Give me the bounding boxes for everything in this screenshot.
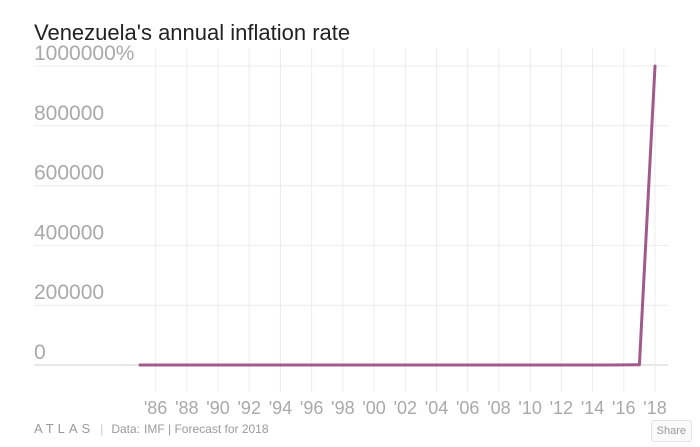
x-tick-label: '90: [206, 398, 229, 418]
x-tick-label: '92: [238, 398, 261, 418]
x-tick-label: '98: [331, 398, 354, 418]
series-group: [138, 64, 657, 367]
x-tick-label: '16: [612, 398, 635, 418]
y-tick-label: 800000: [34, 102, 104, 125]
inflation-series-line[interactable]: [138, 64, 657, 367]
data-source: IMF | Forecast for 2018: [144, 421, 269, 436]
x-tick-label: '10: [518, 398, 541, 418]
x-tick-label: '06: [456, 398, 479, 418]
grid-lines: [34, 48, 668, 392]
x-tick-label: '86: [144, 398, 167, 418]
x-tick-label: '18: [643, 398, 666, 418]
atlas-logo[interactable]: ATLAS: [34, 421, 95, 436]
y-tick-label: 1000000%: [34, 42, 134, 65]
y-axis-ticks: 0 200000 400000 600000 800000 1000000%: [34, 42, 134, 364]
x-tick-label: '04: [425, 398, 448, 418]
x-tick-label: '12: [550, 398, 573, 418]
data-label: Data:: [111, 421, 141, 436]
footer: ATLAS | Data: IMF | Forecast for 2018: [34, 421, 269, 436]
x-tick-label: '94: [269, 398, 292, 418]
x-axis-ticks: '86 '88 '90 '92 '94 '96 '98 '00 '02 '04 '06 '08 '10 '…: [144, 398, 667, 418]
footer-separator: |: [100, 421, 104, 436]
y-tick-label: 200000: [34, 281, 104, 304]
y-tick-label: 400000: [34, 221, 104, 244]
x-tick-label: '02: [394, 398, 417, 418]
y-tick-label: 0: [34, 341, 46, 364]
x-tick-label: '14: [581, 398, 604, 418]
x-tick-label: '08: [487, 398, 510, 418]
x-tick-label: '00: [362, 398, 385, 418]
y-tick-label: 600000: [34, 162, 104, 185]
x-tick-label: '88: [175, 398, 198, 418]
x-tick-label: '96: [300, 398, 323, 418]
chart-title: Venezuela's annual inflation rate: [34, 20, 351, 45]
share-button[interactable]: Share: [650, 420, 692, 442]
